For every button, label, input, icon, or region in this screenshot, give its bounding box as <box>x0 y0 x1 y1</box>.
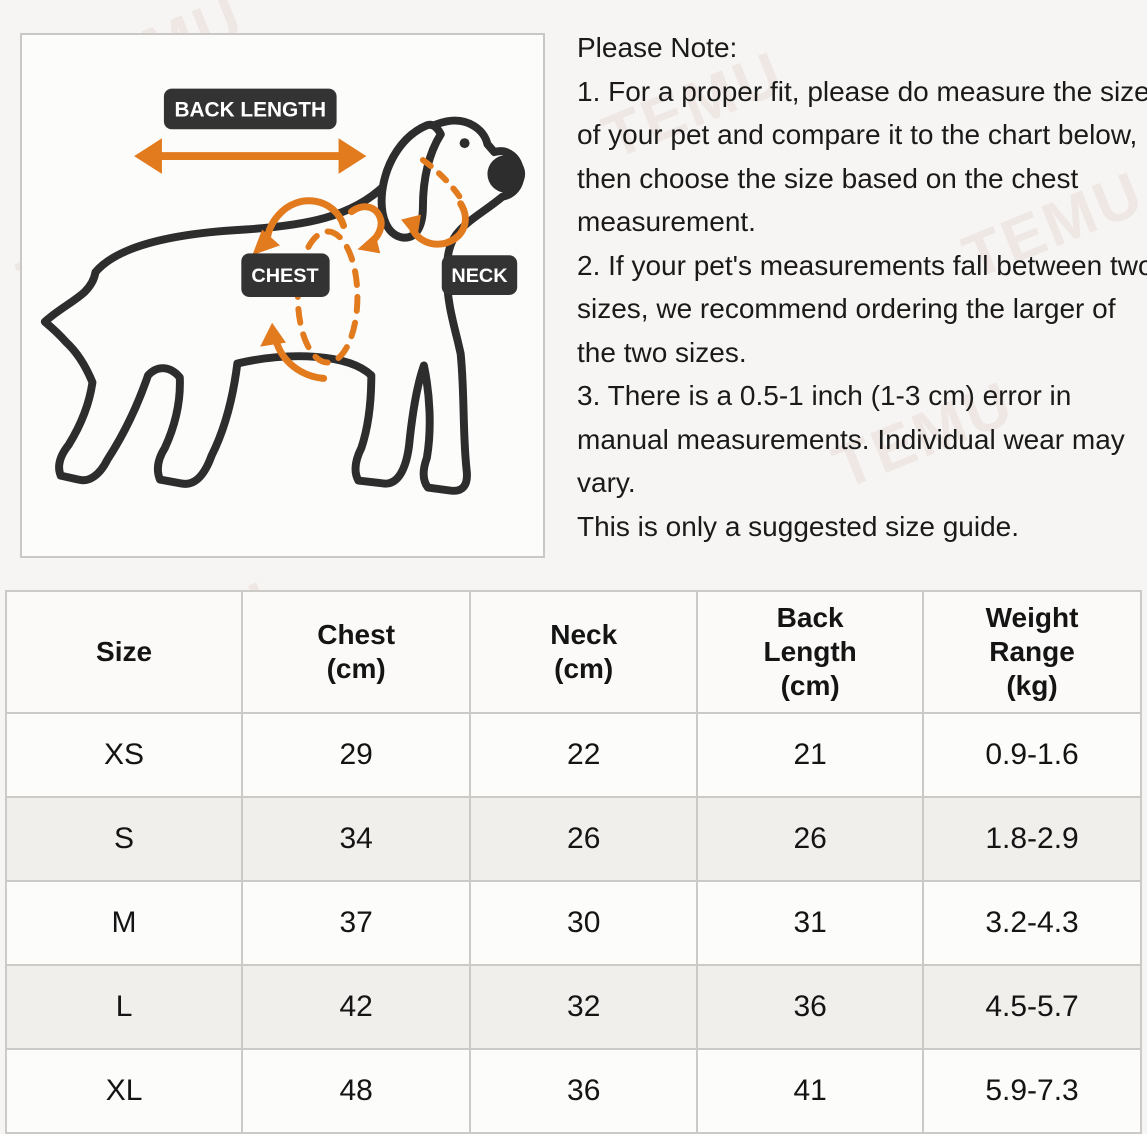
note-item: This is only a suggested size guide. <box>577 510 1020 542</box>
back-length-label: BACK LENGTH <box>174 98 326 121</box>
cell-back-length: 36 <box>696 964 925 1050</box>
table-row-l: L 42 32 36 4.5-5.7 <box>4 964 1142 1050</box>
chest-arrowhead-top <box>252 229 281 256</box>
column-header-neck: Neck (cm) <box>469 590 699 714</box>
table-row-xs: XS 29 22 21 0.9-1.6 <box>4 712 1142 798</box>
chest-arrow-bottom <box>272 337 328 382</box>
cell-neck: 26 <box>469 796 699 882</box>
cell-size: XL <box>4 1048 244 1134</box>
dog-eye-icon <box>459 138 470 149</box>
column-header-weight: Weight Range (kg) <box>922 590 1142 714</box>
neck-label: NECK <box>451 265 508 287</box>
cell-weight: 0.9-1.6 <box>922 712 1142 798</box>
withers-arrowhead <box>357 233 381 254</box>
cell-chest: 48 <box>241 1048 472 1134</box>
chest-label-box <box>241 253 330 297</box>
cell-back-length: 41 <box>696 1048 925 1134</box>
dog-outline <box>40 116 525 495</box>
chest-arrow-top <box>263 197 348 243</box>
note-item: 2. If your pet's measurements fall betwe… <box>577 249 1147 368</box>
column-header-chest: Chest (cm) <box>241 590 472 714</box>
cell-weight: 5.9-7.3 <box>922 1048 1142 1134</box>
cell-back-length: 31 <box>696 880 925 966</box>
back-length-arrowhead-right <box>338 138 367 174</box>
cell-size: XS <box>4 712 244 798</box>
column-header-back-length: Back Length (cm) <box>696 590 925 714</box>
cell-back-length: 26 <box>696 796 925 882</box>
table-row-s: S 34 26 26 1.8-2.9 <box>4 796 1142 882</box>
cell-neck: 30 <box>469 880 699 966</box>
chest-arrowhead-bottom <box>260 322 286 347</box>
cell-neck: 36 <box>469 1048 699 1134</box>
column-header-size: Size <box>4 590 244 714</box>
cell-weight: 1.8-2.9 <box>922 796 1142 882</box>
cell-weight: 3.2-4.3 <box>922 880 1142 966</box>
cell-neck: 32 <box>469 964 699 1050</box>
back-length-label-box <box>163 88 337 130</box>
cell-chest: 37 <box>241 880 472 966</box>
chest-label: CHEST <box>251 265 318 287</box>
table-row-m: M 37 30 31 3.2-4.3 <box>4 880 1142 966</box>
neck-swirl-arrow <box>409 200 469 248</box>
dog-nose-icon <box>487 155 526 193</box>
neck-measure-dashes <box>419 157 463 200</box>
neck-arrowhead <box>401 214 421 240</box>
cell-size: L <box>4 964 244 1050</box>
cell-back-length: 21 <box>696 712 925 798</box>
cell-size: M <box>4 880 244 966</box>
size-note: Please Note: 1. For a proper fit, please… <box>577 26 1147 548</box>
note-item: 3. There is a 0.5-1 inch (1-3 cm) error … <box>577 380 1125 498</box>
cell-chest: 29 <box>241 712 472 798</box>
note-title: Please Note: <box>577 32 738 63</box>
size-table: Size Chest (cm) Neck (cm) Back Length (c… <box>4 590 1142 1134</box>
back-length-arrowhead-left <box>134 138 162 174</box>
cell-chest: 42 <box>241 964 472 1050</box>
cell-chest: 34 <box>241 796 472 882</box>
cell-neck: 22 <box>469 712 699 798</box>
dog-measurement-illustration: BACK LENGTH CHEST NECK <box>40 88 526 495</box>
size-chart: Size Chest (cm) Neck (cm) Back Length (c… <box>4 590 1142 1134</box>
note-item: 1. For a proper fit, please do measure t… <box>577 75 1147 238</box>
cell-size: S <box>4 796 244 882</box>
table-row-xl: XL 48 36 41 5.9-7.3 <box>4 1048 1142 1134</box>
measurement-diagram: BACK LENGTH CHEST NECK <box>20 33 545 558</box>
cell-weight: 4.5-5.7 <box>922 964 1142 1050</box>
withers-hook-arrow <box>347 203 385 244</box>
neck-label-box <box>441 255 518 296</box>
table-header-row: Size Chest (cm) Neck (cm) Back Length (c… <box>4 590 1142 714</box>
